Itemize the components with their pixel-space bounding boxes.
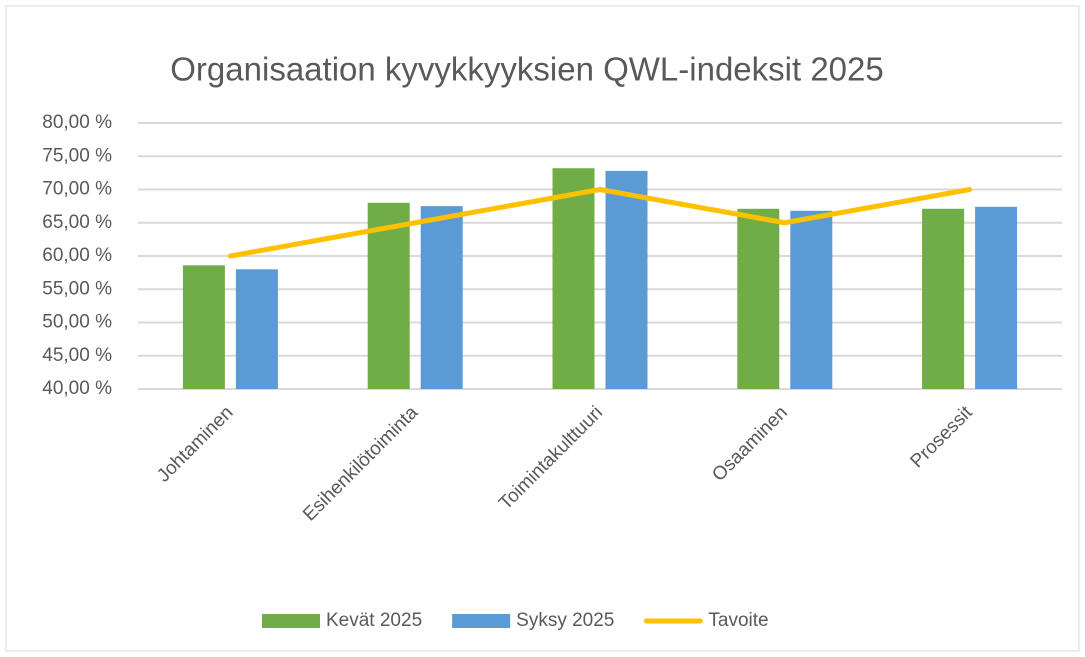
legend-label: Tavoite <box>708 610 768 631</box>
bar <box>367 202 410 389</box>
y-tick-label: 55,00 % <box>42 278 112 299</box>
chart-title: Organisaation kyvykkyyksien QWL-indeksit… <box>170 51 883 88</box>
y-tick-label: 45,00 % <box>42 345 112 366</box>
legend-label: Syksy 2025 <box>516 610 614 631</box>
y-tick-label: 60,00 % <box>42 245 112 266</box>
y-tick-label: 80,00 % <box>42 112 112 133</box>
y-tick-label: 65,00 % <box>42 212 112 233</box>
legend-label: Kevät 2025 <box>326 610 422 631</box>
target-line <box>227 187 973 259</box>
y-tick-label: 75,00 % <box>42 145 112 166</box>
bar <box>420 206 463 389</box>
bar <box>790 210 833 389</box>
bar <box>975 206 1018 389</box>
legend-swatch <box>262 614 320 628</box>
y-tick-label: 70,00 % <box>42 179 112 200</box>
bar <box>182 265 225 389</box>
bar <box>737 208 780 389</box>
bar <box>235 269 278 389</box>
chart-border <box>5 5 1080 652</box>
y-tick-label: 40,00 % <box>42 378 112 399</box>
bar <box>605 170 648 389</box>
y-tick-label: 50,00 % <box>42 312 112 333</box>
bar <box>922 208 965 389</box>
bar <box>552 168 595 389</box>
legend-swatch <box>452 614 511 628</box>
